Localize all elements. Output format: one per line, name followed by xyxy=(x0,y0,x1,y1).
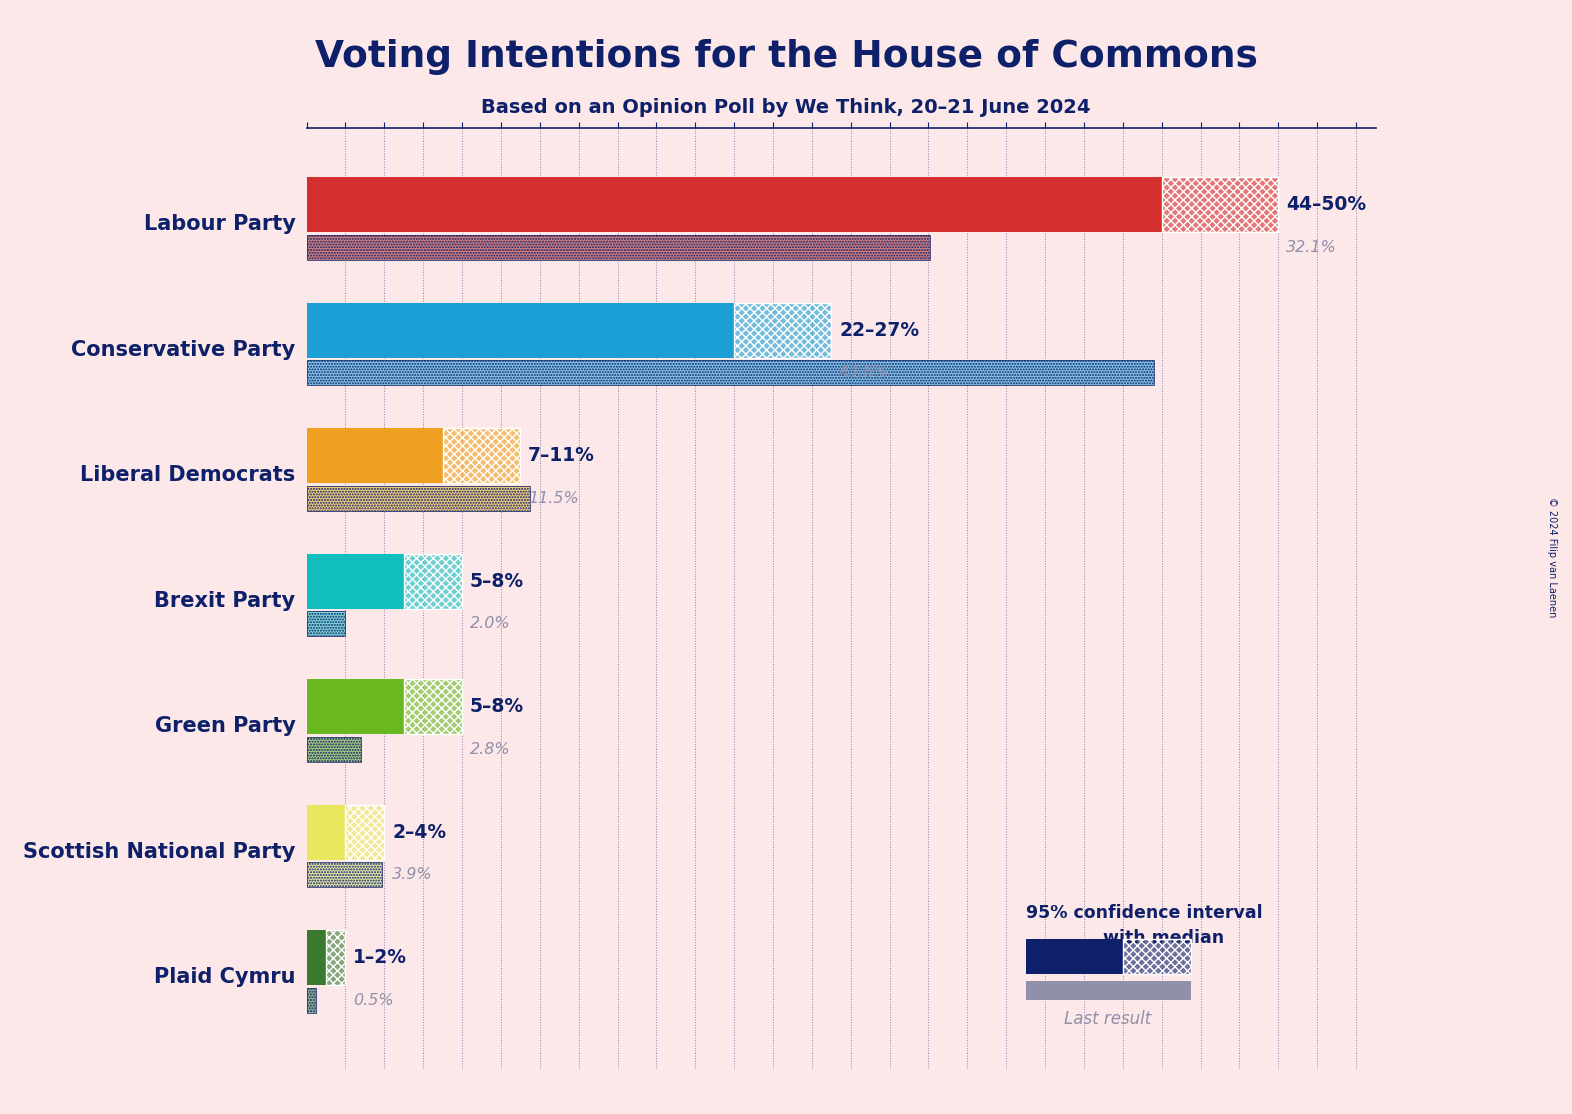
Bar xyxy=(1025,981,1192,999)
Bar xyxy=(307,235,931,260)
Bar xyxy=(734,303,832,358)
Text: with median: with median xyxy=(1104,929,1225,947)
Text: 2.0%: 2.0% xyxy=(470,616,511,632)
Bar xyxy=(1122,939,1192,974)
Bar xyxy=(325,930,346,986)
Bar xyxy=(307,988,316,1013)
Bar xyxy=(307,360,1154,385)
Text: 32.1%: 32.1% xyxy=(1286,240,1336,255)
Bar xyxy=(307,988,316,1013)
Bar xyxy=(307,862,382,888)
Bar xyxy=(307,486,530,511)
Bar xyxy=(307,303,734,358)
Bar xyxy=(346,804,384,860)
Text: 1–2%: 1–2% xyxy=(354,948,407,967)
Bar xyxy=(443,428,520,483)
Bar xyxy=(404,554,462,609)
Text: 2–4%: 2–4% xyxy=(391,823,446,842)
Text: 3.9%: 3.9% xyxy=(391,868,432,882)
Bar xyxy=(404,554,462,609)
Bar xyxy=(346,804,384,860)
Bar xyxy=(307,612,346,636)
Text: Voting Intentions for the House of Commons: Voting Intentions for the House of Commo… xyxy=(314,39,1258,75)
Text: 11.5%: 11.5% xyxy=(528,491,578,506)
Text: Last result: Last result xyxy=(1064,1010,1151,1028)
Bar xyxy=(404,680,462,734)
Bar xyxy=(307,680,404,734)
Text: 5–8%: 5–8% xyxy=(470,697,523,716)
Bar xyxy=(307,486,530,511)
Bar xyxy=(307,736,362,762)
Text: 0.5%: 0.5% xyxy=(354,993,395,1008)
Bar xyxy=(307,360,1154,385)
Bar xyxy=(307,930,325,986)
Text: 95% confidence interval: 95% confidence interval xyxy=(1025,903,1262,921)
Text: 44–50%: 44–50% xyxy=(1286,195,1366,214)
Bar xyxy=(404,680,462,734)
Text: 22–27%: 22–27% xyxy=(839,321,920,340)
Bar xyxy=(307,235,931,260)
Bar xyxy=(1025,939,1122,974)
Text: © 2024 Filip van Laenen: © 2024 Filip van Laenen xyxy=(1547,497,1556,617)
Bar xyxy=(734,303,832,358)
Bar xyxy=(307,736,362,762)
Text: 7–11%: 7–11% xyxy=(528,447,594,466)
Bar xyxy=(307,612,346,636)
Bar xyxy=(443,428,520,483)
Bar xyxy=(307,554,404,609)
Text: 43.6%: 43.6% xyxy=(839,365,890,380)
Bar xyxy=(307,862,382,888)
Bar xyxy=(307,177,1162,233)
Text: Based on an Opinion Poll by We Think, 20–21 June 2024: Based on an Opinion Poll by We Think, 20… xyxy=(481,98,1091,117)
Bar xyxy=(307,428,443,483)
Bar xyxy=(1162,177,1278,233)
Bar xyxy=(1162,177,1278,233)
Bar xyxy=(325,930,346,986)
Bar xyxy=(307,804,346,860)
Text: 5–8%: 5–8% xyxy=(470,571,523,590)
Text: 2.8%: 2.8% xyxy=(470,742,511,756)
Bar xyxy=(1122,939,1192,974)
